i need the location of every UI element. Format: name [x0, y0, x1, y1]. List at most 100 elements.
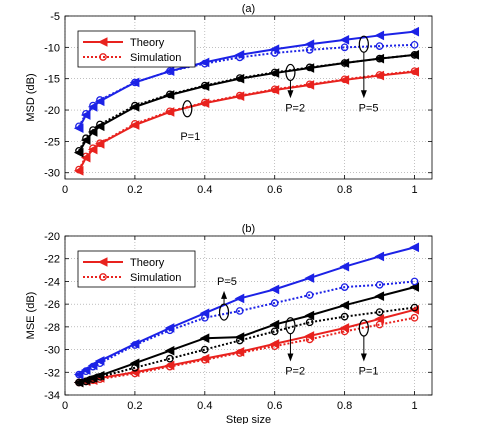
- data-point: [200, 59, 209, 68]
- data-point: [410, 303, 419, 312]
- data-point: [410, 313, 419, 322]
- data-point: [374, 251, 385, 262]
- annotation-p2: P=2: [285, 317, 305, 378]
- legend-label-theory: Theory: [130, 37, 165, 49]
- annotation-ellipse: [182, 100, 193, 118]
- annotation-p1: P=1: [359, 319, 378, 378]
- legend: Theory Simulation: [77, 250, 196, 288]
- data-point: [374, 30, 385, 41]
- data-point: [270, 342, 279, 351]
- data-point: [305, 80, 314, 89]
- data-point: [375, 308, 384, 316]
- data-point: [166, 326, 174, 335]
- y-tick-label: -5: [50, 11, 60, 23]
- data-point: [270, 49, 279, 57]
- y-tick-label: -28: [44, 322, 60, 334]
- data-point: [82, 134, 90, 143]
- data-point: [339, 261, 350, 272]
- series-p5-simulation: [75, 40, 419, 131]
- data-point: [131, 119, 139, 128]
- data-point: [235, 74, 244, 82]
- data-point: [304, 273, 315, 283]
- data-point: [305, 318, 314, 327]
- y-axis-label: MSD (dB): [25, 73, 37, 121]
- series-p5-simulation: [75, 277, 419, 379]
- data-point: [89, 144, 97, 153]
- y-tick-label: -30: [44, 345, 60, 357]
- legend-marker-simulation: [99, 273, 107, 281]
- legend: Theory Simulation: [77, 30, 196, 68]
- annotation-arrowhead: [221, 290, 228, 299]
- data-point: [89, 126, 97, 134]
- data-point: [131, 101, 139, 110]
- data-point: [131, 78, 139, 87]
- y-axis-label: MSE (dB): [25, 292, 37, 340]
- plot-frame: [64, 15, 433, 180]
- x-tick-label: 1: [411, 400, 417, 412]
- legend-marker-theory: [97, 37, 108, 47]
- annotation-arrowhead: [360, 353, 367, 362]
- data-point: [269, 284, 280, 295]
- data-point: [375, 71, 384, 79]
- data-point: [305, 63, 314, 72]
- data-point: [96, 372, 104, 381]
- data-point: [410, 51, 419, 59]
- data-point: [199, 333, 210, 344]
- y-tick-label: -30: [44, 168, 60, 180]
- y-tick-label: -24: [44, 276, 60, 288]
- y-tick-label: -26: [44, 299, 60, 311]
- data-point: [166, 362, 174, 371]
- x-tick-label: 0: [62, 400, 68, 412]
- data-point: [75, 165, 83, 174]
- x-tick-label: 0.2: [127, 400, 142, 412]
- data-point: [270, 68, 279, 77]
- data-point: [375, 54, 384, 63]
- series-p1-simulation: [75, 67, 419, 174]
- data-point: [305, 291, 314, 299]
- annotation-p2: P=2: [285, 63, 305, 114]
- y-tick-label: -22: [44, 254, 60, 266]
- legend-marker-simulation: [99, 53, 107, 61]
- data-point: [200, 355, 209, 364]
- data-point: [340, 312, 349, 321]
- annotation-label: P=5: [217, 276, 237, 288]
- data-point: [375, 280, 384, 289]
- panel-label: (b): [242, 223, 255, 235]
- data-point: [96, 120, 104, 129]
- data-point: [235, 336, 244, 345]
- annotation-label: P=2: [285, 102, 305, 114]
- series-p2-simulation: [75, 303, 419, 387]
- x-tick-label: 0: [62, 184, 68, 196]
- data-point: [166, 67, 174, 76]
- data-point: [340, 59, 349, 67]
- annotation-p5: P=5: [359, 35, 378, 114]
- x-tick-label: 0.6: [267, 400, 282, 412]
- data-point: [131, 341, 139, 349]
- data-point: [164, 345, 175, 356]
- data-point: [340, 43, 349, 52]
- series-line: [78, 53, 415, 152]
- data-point: [89, 101, 97, 110]
- data-point: [269, 319, 280, 330]
- data-point: [339, 300, 350, 311]
- y-tick-label: -20: [44, 231, 60, 243]
- annotation-p5: P=5: [217, 276, 237, 321]
- data-point: [96, 359, 104, 368]
- data-point: [235, 349, 244, 357]
- data-point: [96, 139, 104, 148]
- data-point: [131, 369, 139, 378]
- data-point: [131, 363, 139, 372]
- data-point: [166, 354, 174, 363]
- x-tick-label: 0.2: [127, 184, 142, 196]
- y-tick-label: -25: [44, 136, 60, 148]
- x-tick-label: 0.8: [337, 184, 352, 196]
- data-point: [75, 146, 83, 155]
- legend-box: [77, 30, 196, 68]
- annotation-arrowhead: [287, 90, 294, 99]
- data-point: [200, 81, 209, 90]
- data-point: [75, 122, 83, 131]
- data-point: [410, 67, 419, 76]
- y-tick-label: -34: [44, 390, 60, 402]
- data-point: [340, 75, 349, 84]
- annotation-label: P=1: [180, 131, 200, 143]
